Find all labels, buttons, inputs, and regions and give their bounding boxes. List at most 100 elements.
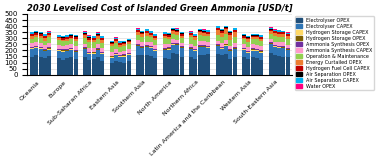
Bar — [269, 34, 273, 39]
Bar — [246, 52, 250, 53]
Bar — [149, 56, 153, 75]
Bar — [30, 43, 34, 47]
Bar — [202, 31, 206, 32]
Bar — [118, 43, 122, 45]
Bar — [194, 38, 197, 40]
Bar — [175, 33, 180, 35]
Bar — [61, 51, 65, 52]
Bar — [255, 50, 259, 51]
Bar — [122, 41, 126, 43]
Bar — [194, 46, 197, 49]
Bar — [269, 42, 273, 43]
Bar — [198, 41, 201, 45]
Bar — [110, 46, 114, 52]
Bar — [43, 50, 47, 51]
Bar — [136, 28, 140, 29]
Bar — [83, 31, 87, 32]
Bar — [167, 33, 171, 34]
Bar — [100, 40, 104, 43]
Bar — [286, 33, 290, 34]
Bar — [194, 59, 197, 75]
Bar — [136, 46, 140, 47]
Bar — [74, 41, 77, 46]
Bar — [149, 42, 153, 46]
Bar — [149, 35, 153, 37]
Bar — [180, 33, 184, 34]
Bar — [242, 49, 246, 50]
Bar — [39, 43, 43, 47]
Bar — [255, 34, 259, 35]
Bar — [286, 49, 290, 50]
Bar — [100, 43, 104, 48]
Bar — [74, 51, 77, 52]
Bar — [189, 31, 193, 32]
Bar — [180, 32, 184, 33]
Bar — [153, 34, 157, 36]
Bar — [220, 37, 224, 43]
Bar — [34, 47, 39, 48]
Bar — [47, 56, 51, 75]
Bar — [198, 30, 201, 31]
Bar — [171, 29, 175, 30]
Bar — [255, 51, 259, 58]
Bar — [74, 59, 77, 75]
Bar — [269, 44, 273, 53]
Bar — [286, 36, 290, 39]
Bar — [47, 43, 51, 47]
Bar — [180, 34, 184, 36]
Bar — [220, 43, 224, 47]
Bar — [246, 36, 250, 37]
Bar — [175, 31, 180, 33]
Bar — [198, 33, 201, 35]
Bar — [202, 29, 206, 30]
Bar — [269, 39, 273, 42]
Bar — [127, 41, 131, 42]
Bar — [136, 29, 140, 30]
Bar — [180, 48, 184, 57]
Bar — [127, 39, 131, 40]
Bar — [215, 28, 220, 30]
Bar — [171, 28, 175, 29]
Bar — [61, 49, 65, 50]
Bar — [91, 59, 96, 75]
Bar — [224, 29, 228, 34]
Bar — [232, 38, 237, 43]
Bar — [65, 51, 69, 58]
Bar — [269, 27, 273, 28]
Bar — [273, 33, 277, 36]
Bar — [251, 57, 255, 75]
Bar — [145, 46, 149, 47]
Bar — [171, 44, 175, 45]
Bar — [194, 49, 197, 50]
Bar — [118, 57, 122, 62]
Bar — [242, 35, 246, 36]
Bar — [96, 57, 100, 75]
Bar — [163, 32, 167, 33]
Bar — [140, 55, 144, 75]
Bar — [202, 46, 206, 47]
Bar — [189, 33, 193, 35]
Bar — [259, 37, 263, 39]
Bar — [110, 57, 114, 58]
Bar — [127, 55, 131, 61]
Bar — [206, 54, 210, 75]
Bar — [47, 31, 51, 32]
Bar — [246, 59, 250, 75]
Bar — [87, 54, 91, 60]
Bar — [74, 52, 77, 59]
Bar — [61, 50, 65, 51]
Bar — [100, 52, 104, 53]
Bar — [232, 32, 237, 38]
Bar — [114, 55, 118, 61]
Bar — [122, 44, 126, 46]
Bar — [96, 48, 100, 49]
Bar — [43, 41, 47, 45]
Bar — [194, 50, 197, 51]
Bar — [273, 55, 277, 75]
Bar — [127, 52, 131, 54]
Bar — [286, 45, 290, 48]
Bar — [34, 37, 39, 42]
Bar — [228, 59, 232, 75]
Bar — [206, 48, 210, 54]
Bar — [277, 32, 281, 34]
